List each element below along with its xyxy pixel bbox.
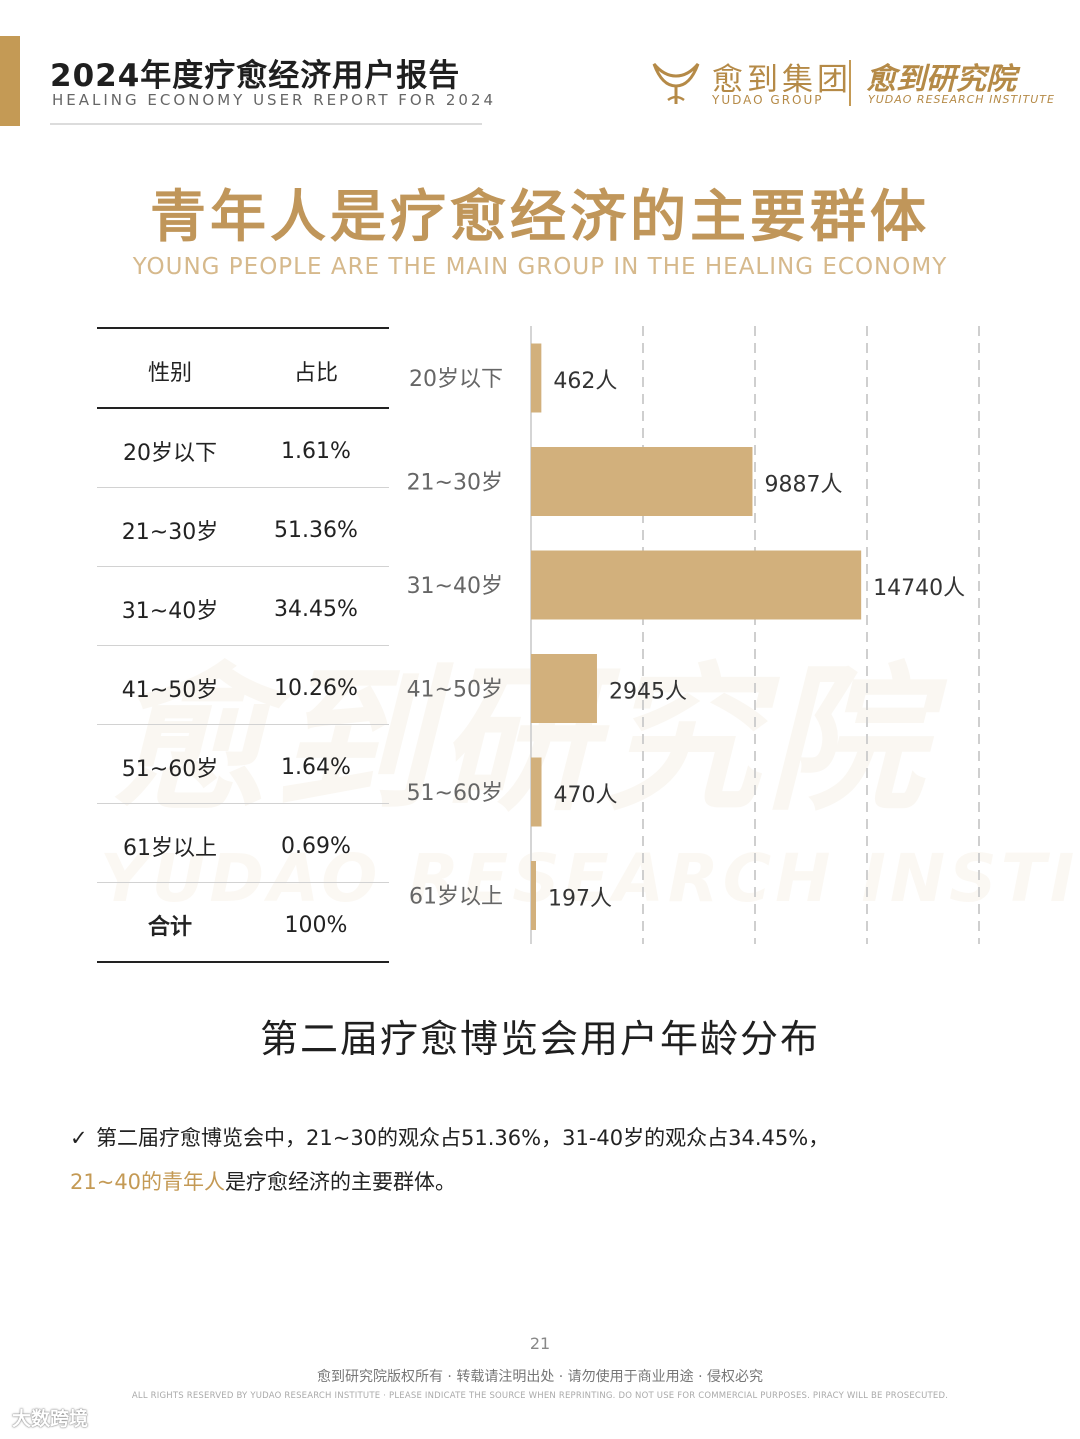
table-cell-share: 1.61% xyxy=(281,439,351,464)
yudao-logo-icon xyxy=(652,63,700,104)
bar xyxy=(531,343,542,413)
age-share-table: 性别 占比 20岁以下 1.61% 21~30岁 51.36% 31~40岁 3… xyxy=(97,327,389,963)
summary-note: ✓ 第二届疗愈博览会中，21~30的观众占51.36%，31-40岁的观众占34.… xyxy=(70,1116,1030,1204)
table-row: 20岁以下 1.61% xyxy=(97,409,389,488)
category-label: 41~50岁 xyxy=(407,678,503,703)
value-label: 9887人 xyxy=(764,473,842,498)
category-label: 20岁以下 xyxy=(409,367,503,392)
value-label: 462人 xyxy=(553,369,617,394)
table-cell-share: 51.36% xyxy=(274,518,358,543)
value-label: 197人 xyxy=(548,887,612,912)
accent-bar xyxy=(0,36,20,126)
table-header-row: 性别 占比 xyxy=(97,327,389,409)
category-label: 61岁以上 xyxy=(409,885,503,910)
check-icon: ✓ xyxy=(70,1126,88,1150)
table-cell-share: 0.69% xyxy=(281,834,351,859)
institute-name: 愈到研究院 xyxy=(866,62,1016,97)
bar xyxy=(531,861,536,930)
category-label: 31~40岁 xyxy=(407,574,503,599)
table-row: 51~60岁 1.64% xyxy=(97,725,389,804)
table-cell-share: 1.64% xyxy=(281,755,351,780)
logo-separator xyxy=(849,60,851,106)
table-cell-group: 31~40岁 xyxy=(121,599,219,624)
institute-name-en: YUDAO RESEARCH INSTITUTE xyxy=(868,93,1055,106)
note-text-1: 第二届疗愈博览会中，21~30的观众占51.36%，31-40岁的观众占34.4… xyxy=(96,1126,830,1150)
report-title: 2024年度疗愈经济用户报告 xyxy=(50,58,461,94)
table-cell-group: 61岁以上 xyxy=(123,836,217,861)
category-label: 51~60岁 xyxy=(407,781,503,806)
table-row: 41~50岁 10.26% xyxy=(97,646,389,725)
category-label: 21~30岁 xyxy=(407,471,503,496)
table-header-group: 性别 xyxy=(147,361,192,386)
source-watermark: 大数跨境 xyxy=(12,1408,89,1430)
copyright-cn: 愈到研究院版权所有 · 转载请注明出处 · 请勿使用于商业用途 · 侵权必究 xyxy=(316,1369,764,1385)
bar xyxy=(531,757,542,827)
bar xyxy=(531,447,753,516)
page-title: 青年人是疗愈经济的主要群体 xyxy=(150,185,930,250)
chart-caption: 第二届疗愈博览会用户年龄分布 xyxy=(259,1017,820,1061)
value-label: 14740人 xyxy=(873,576,965,601)
table-cell-group: 20岁以下 xyxy=(123,441,217,466)
table-total-value: 100% xyxy=(284,913,348,938)
age-bar-chart: 20岁以下 462人 21~30岁 9887人 31~40岁 14740人 41~50岁 29… xyxy=(407,326,980,944)
table-total-label: 合计 xyxy=(147,915,192,940)
value-label: 470人 xyxy=(554,783,618,808)
report-subtitle: HEALING ECONOMY USER REPORT FOR 2024 xyxy=(52,91,497,109)
copyright-en: ALL RIGHTS RESERVED BY YUDAO RESEARCH IN… xyxy=(131,1391,949,1401)
group-name: 愈到集团 xyxy=(712,62,852,98)
table-header-share: 占比 xyxy=(293,361,338,386)
bar xyxy=(531,654,597,723)
table-cell-group: 41~50岁 xyxy=(121,678,219,703)
note-highlight: 21~40的青年人 xyxy=(70,1170,226,1194)
header-divider xyxy=(50,123,482,125)
value-label: 2945人 xyxy=(609,680,687,705)
bar xyxy=(531,550,862,620)
table-row: 21~30岁 51.36% xyxy=(97,488,389,567)
group-name-en: YUDAO GROUP xyxy=(712,93,824,107)
table-cell-share: 34.45% xyxy=(274,597,358,622)
page-number: 21 xyxy=(529,1334,551,1353)
table-cell-share: 10.26% xyxy=(274,676,358,701)
table-cell-group: 51~60岁 xyxy=(121,757,219,782)
note-text-2: 是疗愈经济的主要群体。 xyxy=(225,1170,457,1194)
table-row: 31~40岁 34.45% xyxy=(97,567,389,646)
table-cell-group: 21~30岁 xyxy=(121,520,219,545)
table-total-row: 合计 100% xyxy=(97,883,389,963)
table-row: 61岁以上 0.69% xyxy=(97,804,389,883)
page-subtitle: YOUNG PEOPLE ARE THE MAIN GROUP IN THE H… xyxy=(132,254,948,280)
